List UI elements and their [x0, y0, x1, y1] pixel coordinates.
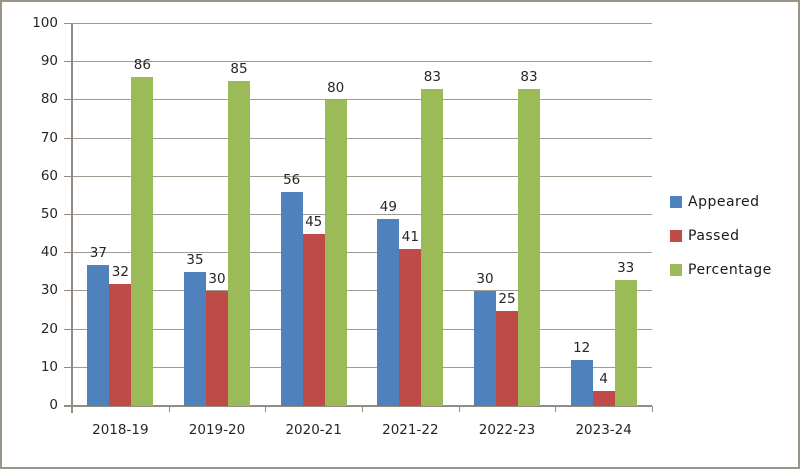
bar-percentage-2019-20 [228, 81, 250, 406]
bar-percentage-2021-22 [421, 88, 444, 406]
legend-swatch-icon [670, 230, 682, 242]
legend-swatch-icon [670, 196, 682, 208]
y-axis-label: 70 [40, 130, 58, 146]
gridline [72, 61, 652, 62]
bar-appeared-2022-23 [474, 291, 496, 406]
gridline [72, 23, 652, 24]
x-axis-tick [72, 406, 73, 412]
y-axis-tick [64, 176, 72, 177]
x-axis [64, 405, 652, 407]
x-axis-label: 2019-20 [188, 422, 246, 438]
y-axis-label: 30 [40, 282, 58, 298]
x-axis-label: 2022-23 [478, 422, 536, 438]
y-axis-tick [64, 61, 72, 62]
bar-value-label: 49 [379, 198, 397, 215]
bar-percentage-2020-21 [324, 100, 347, 406]
bar-value-label: 33 [617, 259, 635, 276]
gridline [72, 214, 652, 215]
bar-value-label: 32 [111, 263, 129, 280]
legend-item-passed: Passed [670, 228, 772, 244]
legend-label: Passed [688, 228, 740, 244]
y-axis-label: 0 [49, 397, 58, 413]
legend-item-appeared: Appeared [670, 194, 772, 210]
bar-value-label: 37 [89, 244, 107, 261]
bar-value-label: 41 [401, 229, 419, 246]
y-axis-tick [64, 329, 72, 330]
bar-percentage-2018-19 [131, 77, 154, 406]
gridline [72, 138, 652, 139]
bar-value-label: 30 [208, 271, 226, 288]
bar-passed-2022-23 [496, 310, 518, 406]
y-axis-tick [64, 214, 72, 215]
legend: Appeared Passed Percentage [670, 194, 772, 296]
legend-label: Appeared [688, 194, 760, 210]
gridline [72, 290, 652, 291]
bar-appeared-2020-21 [280, 192, 303, 406]
gridline [72, 252, 652, 253]
bar-value-label: 4 [599, 370, 608, 387]
bar-passed-2020-21 [302, 234, 325, 406]
bar-value-label: 12 [573, 340, 591, 357]
bar-value-label: 56 [283, 172, 301, 189]
bar-appeared-2023-24 [570, 360, 593, 406]
bar-value-label: 83 [520, 68, 538, 85]
bar-value-label: 86 [133, 57, 151, 74]
x-axis-tick [265, 406, 266, 412]
x-axis-tick [555, 406, 556, 412]
bar-percentage-2023-24 [614, 279, 637, 406]
gridline [72, 99, 652, 100]
y-axis-tick [64, 367, 72, 368]
legend-item-percentage: Percentage [670, 262, 772, 278]
bar-passed-2023-24 [592, 390, 615, 406]
y-axis-label: 10 [40, 359, 58, 375]
y-axis-label: 100 [32, 15, 58, 31]
bar-passed-2019-20 [206, 291, 228, 406]
y-axis-label: 60 [40, 168, 58, 184]
gridline [72, 176, 652, 177]
y-axis-tick [64, 252, 72, 253]
bar-value-label: 83 [423, 68, 441, 85]
bar-value-label: 80 [327, 80, 345, 97]
bar-appeared-2019-20 [184, 272, 206, 406]
legend-label: Percentage [688, 262, 772, 278]
y-axis-label: 90 [40, 53, 58, 69]
y-axis-tick [64, 99, 72, 100]
bar-appeared-2018-19 [87, 264, 110, 406]
legend-swatch-icon [670, 264, 682, 276]
y-axis-tick [64, 23, 72, 24]
bar-percentage-2022-23 [518, 88, 540, 406]
y-axis-tick [64, 138, 72, 139]
y-axis-label: 20 [40, 321, 58, 337]
x-axis-tick [169, 406, 170, 412]
bar-value-label: 25 [498, 290, 516, 307]
y-axis-tick [64, 290, 72, 291]
bar-passed-2021-22 [399, 249, 422, 406]
x-axis-tick [652, 406, 653, 412]
gridline [72, 367, 652, 368]
x-axis-label: 2021-22 [382, 422, 439, 438]
bar-value-label: 85 [230, 61, 248, 78]
x-axis-label: 2018-19 [92, 422, 149, 438]
bar-appeared-2021-22 [377, 218, 400, 406]
x-axis-tick [459, 406, 460, 412]
x-axis-label: 2020-21 [285, 422, 342, 438]
bar-value-label: 45 [305, 214, 323, 231]
y-axis-label: 40 [40, 244, 58, 260]
x-axis-label: 2023-24 [575, 422, 632, 438]
bar-value-label: 30 [476, 271, 494, 288]
y-axis [71, 24, 73, 413]
bar-passed-2018-19 [109, 283, 132, 406]
bar-value-label: 35 [186, 252, 204, 269]
x-axis-tick [362, 406, 363, 412]
y-axis-label: 80 [40, 91, 58, 107]
y-axis-label: 50 [40, 206, 58, 222]
gridline [72, 329, 652, 330]
